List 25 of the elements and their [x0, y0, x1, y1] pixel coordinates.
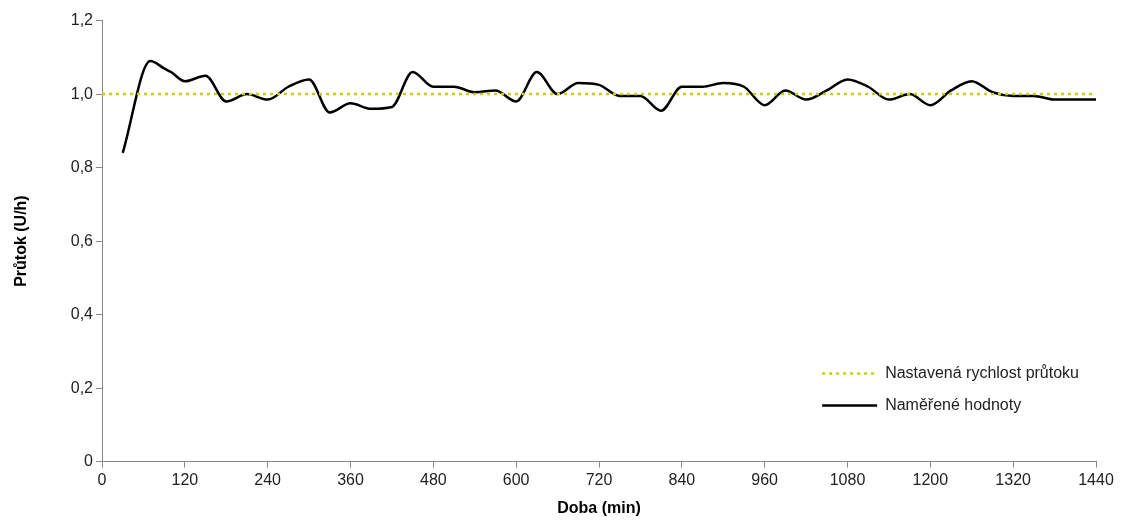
x-tick-label: 480	[419, 470, 447, 488]
y-tick-label: 0,4	[70, 305, 94, 323]
y-tick-label: 0,2	[70, 378, 94, 396]
legend-label: Naměřené hodnoty	[885, 396, 1022, 414]
x-tick-label: 1080	[829, 470, 866, 488]
x-tick-label: 120	[171, 470, 199, 488]
x-tick-label: 240	[254, 470, 282, 488]
y-tick-label: 0,8	[70, 158, 94, 176]
x-tick-label: 360	[337, 470, 364, 488]
x-tick-label: 1200	[912, 470, 949, 488]
x-tick-label: 1440	[1078, 470, 1114, 488]
y-tick-label: 0	[84, 452, 94, 470]
x-tick-label: 960	[751, 470, 779, 488]
y-tick-label: 1,2	[70, 11, 94, 29]
x-tick-label: 840	[668, 470, 696, 488]
x-tick-label: 0	[97, 470, 107, 488]
x-axis-title: Doba (min)	[557, 498, 641, 516]
y-axis-title: Průtok (U/h)	[12, 195, 30, 287]
y-tick-label: 1,0	[70, 84, 94, 102]
x-tick-label: 600	[502, 470, 530, 488]
legend-label: Nastavená rychlost průtoku	[885, 364, 1079, 382]
y-tick-label: 0,6	[70, 231, 94, 249]
line-series	[121, 59, 1096, 155]
x-tick-label: 1320	[995, 470, 1032, 488]
x-tick-label: 720	[585, 470, 613, 488]
